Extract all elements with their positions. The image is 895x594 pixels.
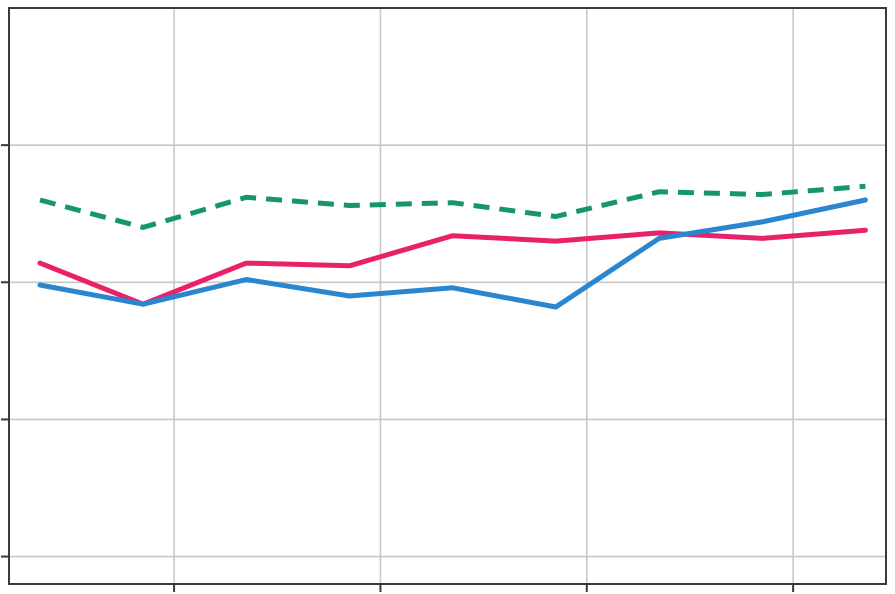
series-line-2 <box>37 227 868 307</box>
frame-layer <box>1 7 887 592</box>
series-line-3 <box>37 197 868 310</box>
series-layer <box>37 183 868 310</box>
grid-layer <box>9 8 886 584</box>
plot-frame <box>8 7 887 585</box>
series-line-1 <box>39 183 866 230</box>
